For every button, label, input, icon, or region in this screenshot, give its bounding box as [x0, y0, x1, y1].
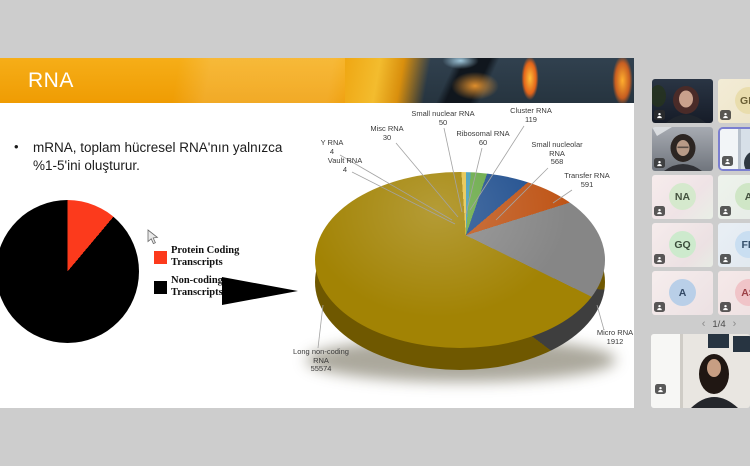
bullet-text: mRNA, toplam hücresel RNA'nın yalnızca %…	[33, 140, 283, 173]
chevron-right-icon[interactable]: ›	[732, 318, 737, 330]
mic-off-icon	[722, 156, 733, 166]
slice-label-transfer-rna: Transfer RNA 591	[564, 171, 610, 189]
mic-off-icon	[720, 254, 731, 264]
legend-label-protein-coding: Protein Coding Transcripts	[171, 245, 240, 268]
legend-swatch-non-coding	[154, 281, 167, 294]
slice-label-misc-rna: Misc RNA 30	[370, 124, 404, 142]
pie-chart-2d	[0, 200, 139, 343]
arrow-shape	[222, 277, 298, 305]
pie-chart-3d	[315, 172, 605, 348]
bullet-marker: •	[14, 139, 19, 154]
participants-pagination: ‹ 1/4 ›	[688, 317, 750, 331]
participant-tile-a2[interactable]: A	[652, 271, 713, 315]
avatar-initials: GM	[735, 87, 750, 114]
mic-off-icon	[655, 384, 666, 394]
participant-video-tile-1[interactable]	[652, 79, 713, 123]
mic-off-icon	[720, 110, 731, 120]
participant-video-tile-2[interactable]	[652, 127, 713, 171]
chevron-left-icon[interactable]: ‹	[701, 318, 706, 330]
avatar-initials: A	[735, 183, 750, 210]
participant-video-tile-active-speaker[interactable]	[718, 127, 750, 171]
participant-video-1	[652, 79, 713, 123]
slice-label-small-nucleolar-rna: Small nucleolar RNA 568	[531, 140, 583, 166]
participant-video-large	[651, 334, 750, 408]
slice-label-cluster-rna: Cluster RNA 119	[510, 106, 552, 124]
participant-tile-gm[interactable]: GM	[718, 79, 750, 123]
participant-tile-na[interactable]: NA	[652, 175, 713, 219]
slice-label-small-nuclear-rna: Small nuclear RNA 50	[411, 109, 475, 127]
avatar-initials: FR	[735, 231, 750, 258]
mouse-cursor-icon	[147, 229, 159, 245]
participant-tile-gq[interactable]: GQ	[652, 223, 713, 267]
mic-off-icon	[720, 302, 731, 312]
avatar-initials: GQ	[669, 231, 696, 258]
slice-label-micro-rna: Micro RNA 1912	[596, 328, 634, 346]
slice-label-ribosomal-rna: Ribosomal RNA 60	[456, 129, 510, 147]
mic-off-icon	[654, 206, 665, 216]
bullet-item: • mRNA, toplam hücresel RNA'nın yalnızca…	[14, 139, 314, 175]
participant-tile-fr[interactable]: FR	[718, 223, 750, 267]
slide-title-banner: RNA	[0, 58, 634, 103]
mic-off-icon	[654, 302, 665, 312]
slide-title: RNA	[28, 69, 74, 92]
participant-video-tile-large[interactable]	[651, 334, 750, 408]
mic-off-icon	[654, 110, 665, 120]
pagination-label: 1/4	[712, 318, 726, 330]
legend-label-non-coding: Non-coding Transcripts	[171, 275, 223, 298]
mic-off-icon	[720, 206, 731, 216]
participant-tile-as[interactable]: AS	[718, 271, 750, 315]
avatar-initials: NA	[669, 183, 696, 210]
slice-label-y-rna: Y RNA 4	[320, 138, 344, 156]
legend-swatch-protein-coding	[154, 251, 167, 264]
mic-off-icon	[654, 254, 665, 264]
mic-off-icon	[654, 158, 665, 168]
avatar-initials: A	[669, 279, 696, 306]
avatar-initials: AS	[735, 279, 750, 306]
participant-video-2	[652, 127, 713, 171]
glassblowing-photo	[345, 58, 634, 103]
participant-tile-a1[interactable]: A	[718, 175, 750, 219]
slice-label-long-non-coding-rna: Long non-coding RNA 55574	[293, 347, 349, 373]
slice-label-vault-rna: Vault RNA 4	[327, 156, 363, 174]
